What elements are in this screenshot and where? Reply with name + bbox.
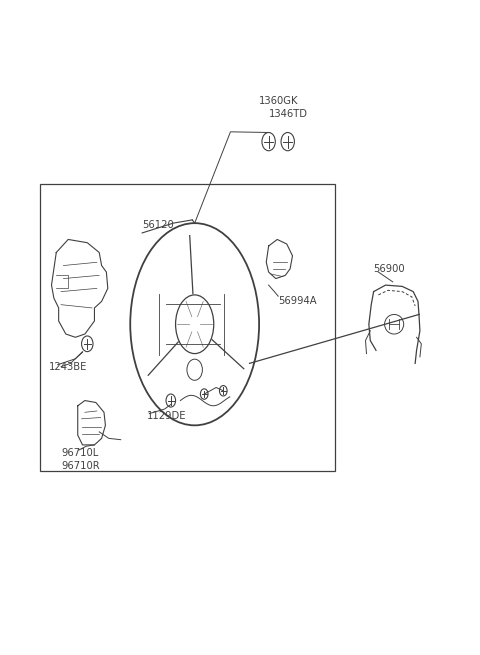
Text: 1360GK: 1360GK bbox=[259, 96, 299, 105]
Text: 96710R: 96710R bbox=[61, 460, 100, 471]
Text: 1243BE: 1243BE bbox=[49, 362, 87, 371]
Text: 56994A: 56994A bbox=[278, 297, 317, 307]
Text: 1129DE: 1129DE bbox=[147, 411, 186, 421]
Text: 1346TD: 1346TD bbox=[269, 109, 308, 119]
Text: 96710L: 96710L bbox=[61, 448, 98, 458]
Bar bbox=[39, 184, 336, 471]
Text: 56900: 56900 bbox=[373, 264, 405, 274]
Text: 56120: 56120 bbox=[142, 219, 174, 230]
